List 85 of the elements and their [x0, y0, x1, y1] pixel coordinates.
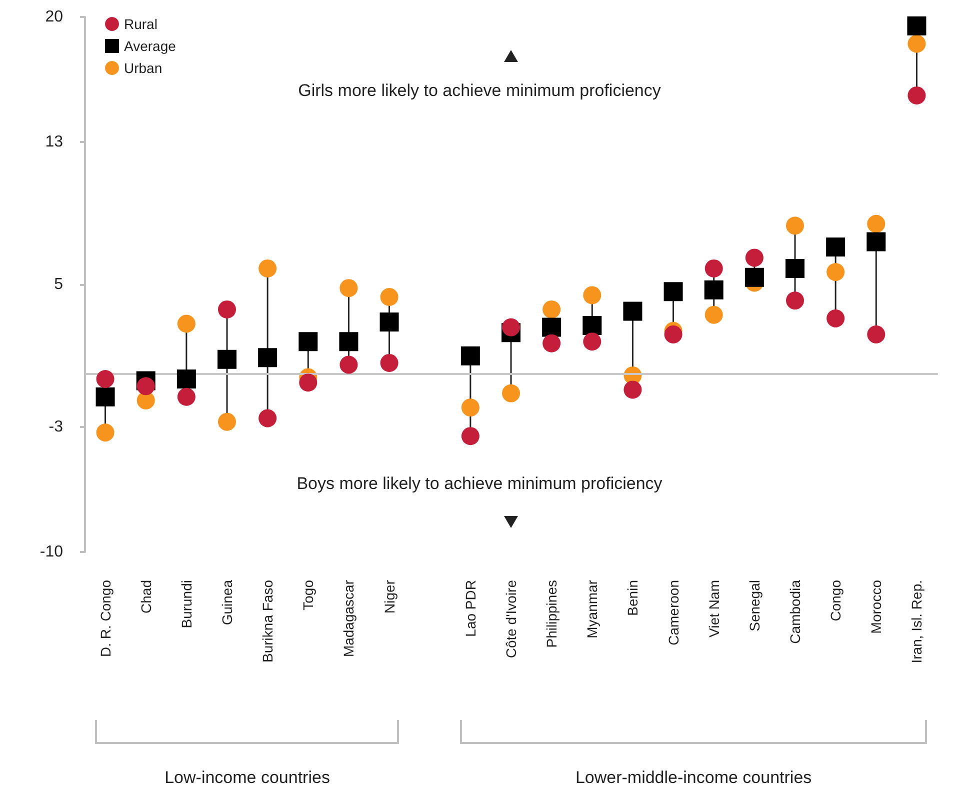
point: [786, 216, 804, 235]
x-tick-label: Senegal: [746, 580, 762, 632]
point: [704, 280, 724, 300]
point: [96, 387, 115, 406]
y-tick-label: -3: [48, 418, 64, 436]
point: [96, 370, 114, 388]
y-tick-label: 20: [45, 8, 64, 26]
x-tick-label: Madagascar: [340, 580, 357, 658]
x-tick-label: Cambodia: [787, 580, 803, 644]
x-tick-label: Viet Nam: [706, 580, 722, 638]
point: [258, 409, 277, 428]
point: [299, 374, 318, 392]
y-tick-label: -10: [40, 544, 64, 560]
point: [826, 263, 845, 282]
x-tick-label: Iran, Isl. Rep.: [908, 580, 925, 664]
legend-label: Rural: [124, 16, 158, 32]
text: Lower-middle-income countries: [574, 768, 813, 788]
point: [380, 312, 399, 332]
point: [542, 334, 561, 352]
point: [218, 300, 236, 318]
point: [177, 314, 196, 333]
x-tick-label: Togo: [300, 580, 316, 610]
point: [583, 332, 602, 351]
point: [826, 309, 845, 328]
point: [744, 268, 764, 287]
point: [908, 86, 926, 104]
point: [908, 34, 926, 53]
point: [867, 214, 886, 233]
point: [340, 356, 358, 374]
point: [867, 325, 886, 344]
point: [218, 412, 236, 431]
point: [339, 332, 358, 352]
x-tick-label: Morocco: [868, 580, 884, 634]
x-tick-label: Lao PDR: [462, 580, 478, 637]
y-tick-label: 13: [45, 133, 64, 150]
point: [704, 259, 723, 278]
point: [461, 398, 480, 417]
point: [340, 279, 358, 298]
point: [583, 286, 602, 304]
x-tick-label: Myanmar: [584, 580, 600, 638]
point: [258, 348, 278, 368]
x-tick-label: Congo: [828, 580, 844, 622]
x-tick-label: Chad: [138, 580, 154, 614]
point: [176, 370, 196, 389]
point: [907, 16, 926, 36]
point: [786, 258, 804, 278]
x-tick-label: Cameroon: [665, 580, 682, 646]
point: [298, 332, 318, 352]
point: [826, 238, 846, 257]
legend-label: Average: [124, 38, 176, 54]
legend-label: Urban: [124, 60, 162, 76]
point: [136, 377, 155, 396]
x-tick-label: Niger: [381, 580, 398, 614]
point: [380, 288, 398, 306]
x-tick-label: Burundi: [178, 580, 194, 628]
point: [502, 318, 520, 336]
point: [542, 300, 561, 318]
text: Low-income countries: [164, 768, 331, 788]
point: [177, 388, 196, 406]
annotation: Girls more likely to achieve minimum proficiency: [298, 81, 662, 100]
annotation: Boys more likely to achieve minimum proficiency: [296, 474, 663, 493]
point: [704, 306, 723, 324]
point: [786, 292, 804, 310]
x-tick-label: Philippines: [544, 580, 560, 648]
point: [664, 325, 682, 344]
point: [624, 380, 642, 399]
point: [461, 427, 480, 446]
x-tick-label: Burikna Faso: [260, 580, 276, 662]
x-tick-label: Benin: [624, 580, 641, 616]
point: [96, 424, 114, 442]
point: [542, 318, 562, 337]
point: [218, 350, 236, 369]
x-tick-label: Côte d'Ivoire: [503, 580, 519, 658]
point: [745, 248, 764, 267]
y-tick-label: 5: [54, 276, 64, 293]
x-tick-label: Guinea: [219, 580, 235, 626]
point: [623, 302, 642, 321]
point: [460, 346, 480, 366]
point: [582, 316, 602, 336]
point: [258, 259, 277, 278]
x-tick-label: D. R. Congo: [97, 580, 114, 658]
point: [380, 354, 398, 372]
point: [502, 384, 520, 402]
point: [866, 232, 886, 252]
point: [664, 282, 683, 302]
